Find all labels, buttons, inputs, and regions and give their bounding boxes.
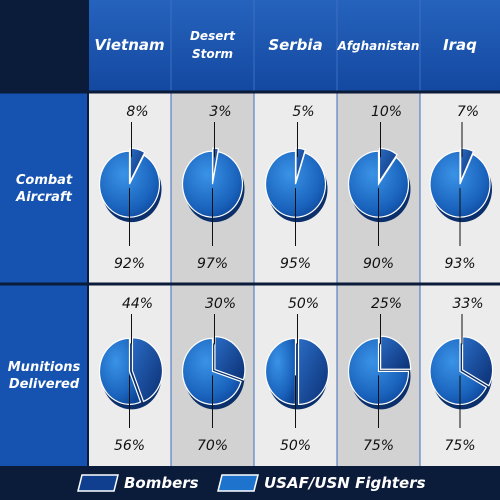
- legend: Bombers USAF/USN Fighters: [77, 474, 426, 492]
- bombers-percent-label: 33%: [452, 296, 483, 312]
- bombers-slice: [129, 147, 146, 182]
- pie: [181, 314, 246, 428]
- column-header: Iraq: [443, 36, 477, 54]
- fighters-percent-label: 93%: [444, 256, 475, 272]
- pie: [429, 314, 494, 428]
- column-header-label: Desert: [190, 29, 236, 43]
- fighters-percent-label: 75%: [363, 438, 394, 454]
- header-row: [88, 0, 500, 92]
- bombers-slice: [460, 147, 475, 182]
- fighters-percent-label: 75%: [444, 438, 475, 454]
- pie: [347, 122, 411, 246]
- bombers-slice: [297, 337, 330, 405]
- row-label: Munitions: [8, 360, 81, 375]
- fighters-percent-label: 90%: [363, 256, 394, 272]
- legend-label-fighters: USAF/USN Fighters: [264, 474, 426, 492]
- bombers-slice: [380, 335, 412, 370]
- bombers-percent-label: 30%: [205, 296, 236, 312]
- pie: [181, 122, 245, 246]
- legend-swatch-fighters: [217, 474, 259, 492]
- column-header: Serbia: [268, 36, 322, 54]
- bombers-slice: [378, 147, 398, 184]
- fighters-percent-label: 50%: [280, 438, 311, 454]
- bombers-percent-label: 7%: [457, 104, 479, 120]
- bombers-percent-label: 8%: [126, 104, 148, 120]
- fighters-slice: [429, 150, 491, 218]
- bombers-percent-label: 25%: [371, 296, 402, 312]
- row-label-column: [0, 92, 88, 466]
- bombers-percent-label: 5%: [292, 104, 314, 120]
- bombers-percent-label: 44%: [122, 296, 153, 312]
- row-label: Delivered: [9, 377, 80, 392]
- column-header-label: Serbia: [268, 36, 322, 54]
- corner-cell: [0, 0, 88, 92]
- legend-swatch-bombers: [77, 474, 119, 492]
- column-header-label: Iraq: [443, 36, 477, 54]
- fighters-percent-label: 97%: [197, 256, 228, 272]
- fighters-slice: [98, 150, 161, 218]
- pie: [98, 122, 162, 246]
- fighters-slice: [429, 337, 488, 405]
- bombers-percent-label: 10%: [371, 104, 402, 120]
- pie: [347, 314, 412, 428]
- legend-label-bombers: Bombers: [124, 474, 199, 492]
- bombers-percent-label: 3%: [209, 104, 231, 120]
- column-header: Afghanistan: [337, 39, 420, 53]
- row-label: Aircraft: [15, 190, 72, 205]
- fighters-percent-label: 95%: [280, 256, 311, 272]
- column-header-label: Afghanistan: [337, 39, 420, 53]
- fighters-slice: [264, 337, 297, 405]
- fighters-percent-label: 92%: [114, 256, 145, 272]
- pie: [98, 314, 164, 428]
- bombers-percent-label: 50%: [288, 296, 319, 312]
- column-header-label: Vietnam: [94, 36, 164, 54]
- column-header: Vietnam: [94, 36, 164, 54]
- fighters-slice: [98, 337, 142, 405]
- fighters-slice: [181, 337, 242, 405]
- fighters-slice: [347, 337, 410, 405]
- bombers-slice: [295, 147, 306, 182]
- fighters-percent-label: 70%: [197, 438, 228, 454]
- bombers-slice: [131, 337, 164, 403]
- fighters-slice: [347, 150, 410, 218]
- fighters-percent-label: 56%: [114, 438, 145, 454]
- column-header: Desert Storm: [190, 29, 236, 61]
- pie: [429, 122, 492, 246]
- fighters-slice: [264, 150, 327, 218]
- fighters-slice: [181, 150, 244, 218]
- pie: [264, 314, 330, 428]
- bombers-slice: [214, 335, 246, 381]
- row-label: Combat: [16, 173, 73, 188]
- bombers-slice: [461, 336, 494, 387]
- column-header-label: Storm: [192, 47, 233, 61]
- pie: [264, 122, 328, 246]
